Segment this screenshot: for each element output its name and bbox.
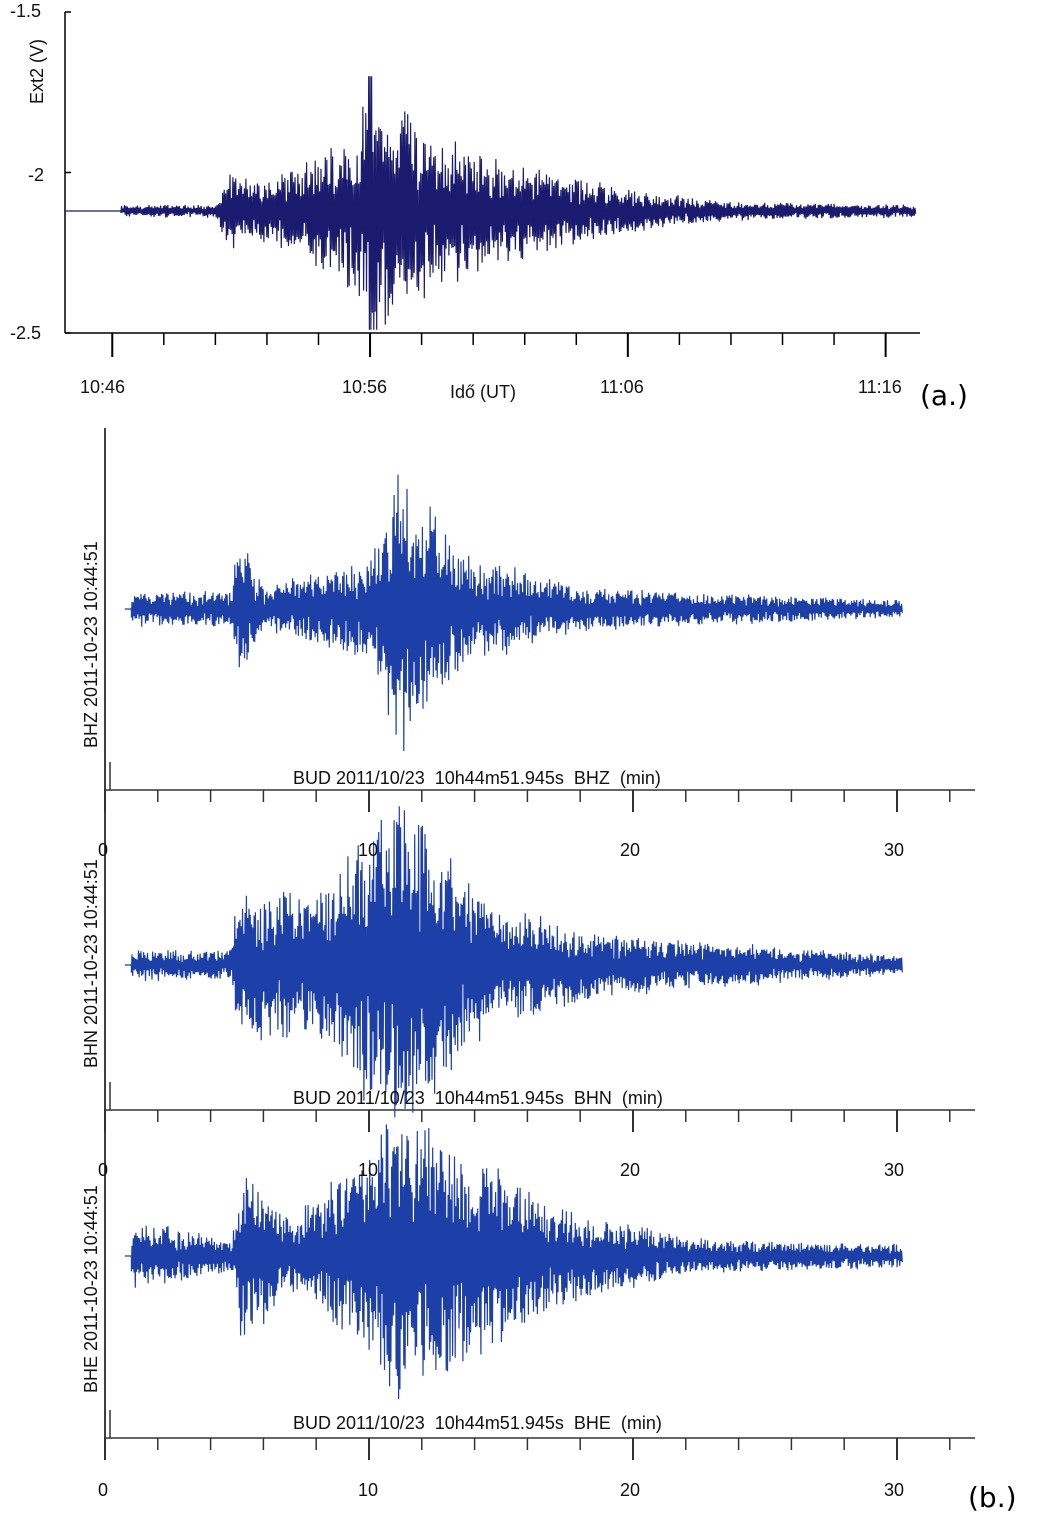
panel-a-waveform	[65, 76, 917, 330]
bhe-x-tick-label: 30	[884, 1480, 904, 1500]
panel-a-x-tick-label: 11:16	[858, 377, 902, 397]
bhn-x-tick-label: 30	[884, 1160, 904, 1180]
panel-a-x-tick-label: 10:56	[342, 377, 387, 397]
panel-a-x-tick-label: 11:06	[600, 377, 644, 397]
bhn-x-tick-label: 0	[98, 1160, 108, 1180]
panel-b-label: (b.)	[968, 1481, 1017, 1514]
panel-a-ext2-chart: -1.5 -2 -2.5 Ext2 (V) 10:46 10:56 11:06 …	[10, 1, 968, 412]
panel-a-y-tick-label: -2.5	[10, 323, 41, 343]
bhz-x-tick-label: 10	[358, 840, 378, 860]
panel-a-x-tick-label: 10:46	[80, 377, 125, 397]
bhz-x-tick-label: 30	[884, 840, 904, 860]
bhn-waveform	[124, 806, 903, 1118]
bhz-caption: BUD 2011/10/23 10h44m51.945s BHZ (min)	[293, 768, 661, 788]
bhz-x-tick-label: 20	[620, 840, 640, 860]
panel-a-x-axis-title: Idő (UT)	[450, 382, 516, 402]
bhz-trace-label: BHZ 2011-10-23 10:44:51	[81, 541, 101, 748]
bhe-trace-label: BHE 2011-10-23 10:44:51	[81, 1185, 101, 1393]
panel-b-three-component-chart: BHZ 2011-10-23 10:44:51 BHN 2011-10-23 1…	[81, 428, 1017, 1514]
bhn-caption: BUD 2011/10/23 10h44m51.945s BHN (min)	[293, 1088, 663, 1108]
bhn-x-tick-label: 20	[620, 1160, 640, 1180]
panel-a-y-tick-label: -1.5	[10, 1, 41, 21]
panel-a-x-ticks	[111, 333, 887, 357]
bhz-waveform	[124, 474, 903, 752]
bhe-caption: BUD 2011/10/23 10h44m51.945s BHE (min)	[293, 1413, 662, 1433]
panel-a-y-ticks	[65, 11, 71, 334]
bhn-x-tick-label: 10	[358, 1160, 378, 1180]
panel-b-axes	[104, 762, 975, 1460]
panel-a-y-tick-label: -2	[28, 165, 44, 185]
bhe-x-tick-label: 0	[98, 1480, 108, 1500]
bhe-x-tick-label: 10	[358, 1480, 378, 1500]
bhe-waveform	[124, 1124, 903, 1400]
bhz-x-tick-label: 0	[98, 840, 108, 860]
panel-a-label: (a.)	[920, 379, 968, 412]
bhn-trace-label: BHN 2011-10-23 10:44:51	[81, 859, 101, 1068]
bhe-x-tick-label: 20	[620, 1480, 640, 1500]
panel-a-y-axis-title: Ext2 (V)	[27, 39, 47, 104]
